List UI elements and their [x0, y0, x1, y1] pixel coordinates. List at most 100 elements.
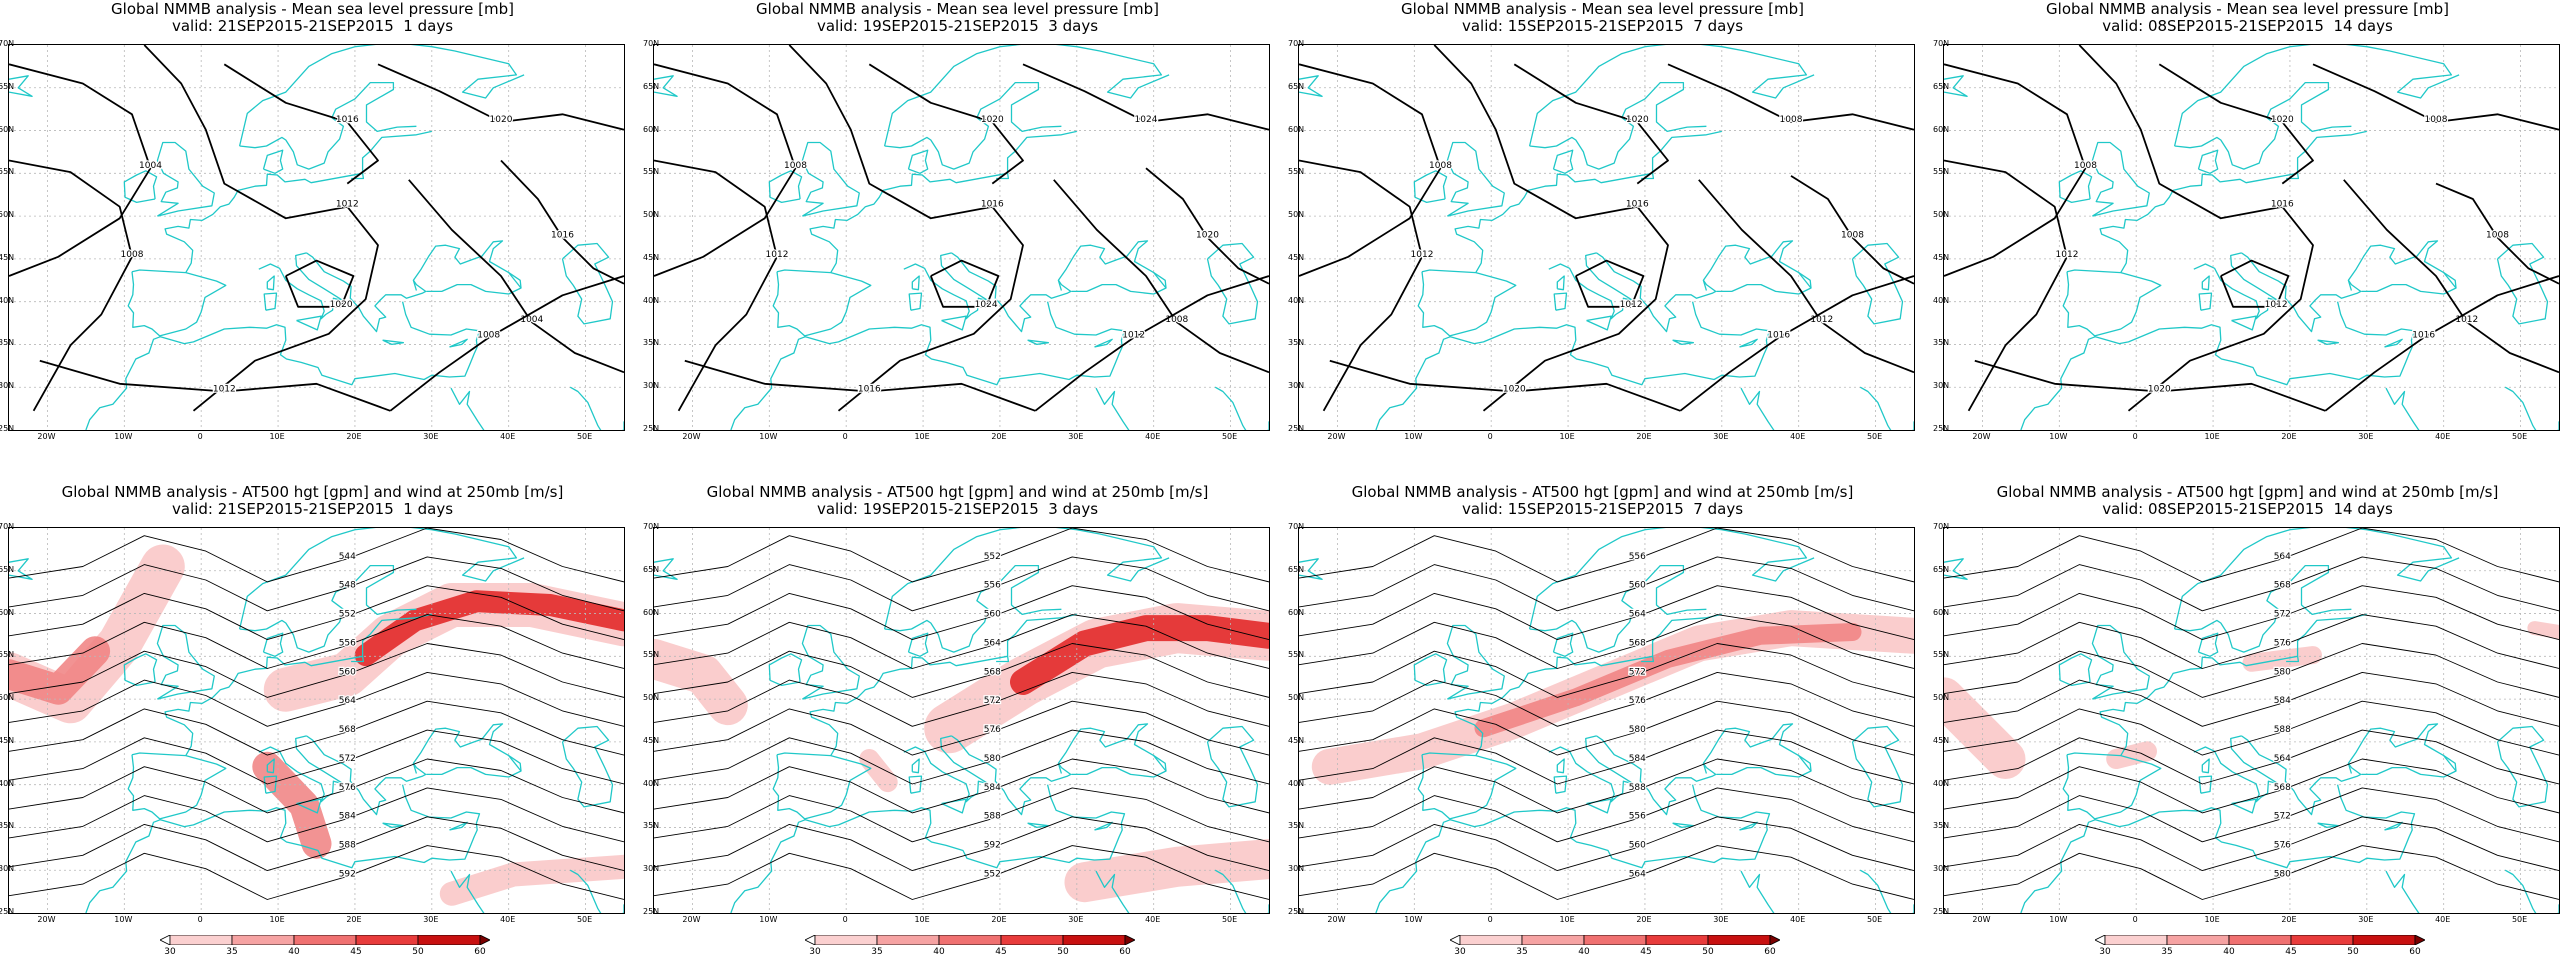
coastline	[951, 240, 1167, 333]
coastline	[123, 653, 158, 687]
latitude-label: 25N	[1288, 907, 1305, 916]
latitude-label: 25N	[1933, 424, 1950, 433]
height-contour	[1944, 614, 2559, 669]
contour-label: 576	[339, 783, 356, 793]
longitude-label: 50E	[1221, 432, 1238, 441]
longitude-label: 40E	[500, 432, 516, 441]
coastline	[2286, 656, 2300, 663]
longitude-label: 20E	[991, 432, 1007, 441]
latitude-label: 45N	[1933, 252, 1950, 262]
coastline	[1057, 763, 1063, 774]
isobar	[223, 63, 379, 185]
height-contour	[9, 729, 624, 785]
coastline	[1446, 624, 1505, 700]
coastline	[654, 558, 678, 580]
colorbar-swatch	[1000, 935, 1064, 945]
coastline	[2504, 869, 2559, 913]
height-contour	[1944, 556, 2559, 612]
latitude-label: 70N	[643, 522, 660, 531]
map-panel-p1: Global NMMB analysis - Mean sea level pr…	[0, 0, 625, 470]
latitude-label: 65N	[1288, 81, 1305, 91]
contour-label: 552	[339, 610, 356, 620]
longitude-label: 20E	[1636, 432, 1652, 441]
height-contour	[9, 556, 624, 612]
contour-label: 1008	[477, 331, 500, 341]
coastline	[801, 624, 860, 700]
panel-subtitle: valid: 21SEP2015-21SEP2015 1 days	[171, 500, 454, 518]
coastline	[2201, 758, 2210, 774]
coastline	[1548, 735, 1635, 803]
contour-label: 588	[2274, 725, 2291, 735]
height-contour	[1944, 787, 2559, 843]
latitude-label: 45N	[0, 735, 15, 745]
longitude-label: 20W	[37, 915, 56, 924]
latitude-label: 55N	[1933, 167, 1950, 177]
latitude-label: 45N	[0, 252, 15, 262]
longitude-label: 10W	[759, 432, 778, 441]
isobar	[1513, 63, 1669, 185]
colorbar-tick-label: 40	[933, 947, 945, 957]
latitude-label: 50N	[0, 693, 15, 703]
colorbar-tick-label: 60	[1764, 947, 1776, 957]
colorbar-swatch	[876, 935, 940, 945]
coastline	[1094, 338, 1113, 348]
coastline	[412, 763, 418, 774]
latitude-label: 25N	[1933, 907, 1950, 916]
contour-label: 560	[1629, 841, 1646, 851]
colorbar-swatch	[417, 935, 481, 945]
contour-label: 588	[339, 841, 356, 851]
latitude-label: 50N	[643, 210, 660, 220]
latitude-label: 30N	[0, 381, 15, 391]
height-contour	[654, 816, 1269, 872]
coastline	[127, 269, 227, 337]
contour-label: 568	[1629, 638, 1646, 648]
colorbar-tick-label: 50	[2347, 947, 2359, 957]
height-contour	[1944, 729, 2559, 785]
coastline	[164, 130, 432, 273]
wind-colorbar	[160, 935, 490, 945]
coastline	[85, 784, 481, 913]
contour-label: 1008	[2425, 115, 2448, 125]
wind-speed-shading	[439, 854, 624, 906]
coastline	[1552, 149, 1574, 174]
coastline	[1798, 755, 1812, 772]
latitude-label: 55N	[643, 650, 660, 660]
latitude-label: 40N	[1933, 778, 1950, 788]
coastline	[239, 81, 417, 170]
colorbar-tick-label: 60	[1119, 947, 1131, 957]
coastline	[2317, 822, 2340, 829]
coastline	[1057, 280, 1063, 291]
colorbar-tick-label: 45	[2285, 947, 2297, 957]
longitude-label: 10E	[914, 915, 930, 924]
contour-label: 544	[339, 552, 356, 562]
latitude-label: 45N	[1933, 735, 1950, 745]
coastline	[382, 339, 405, 346]
coastline	[1027, 822, 1050, 829]
longitude-label: 10W	[2049, 915, 2068, 924]
coastline	[2198, 292, 2213, 311]
coastline	[1672, 339, 1695, 346]
isobar	[1145, 167, 1269, 285]
coastline	[884, 564, 1062, 653]
colorbar-tick-label: 30	[2099, 947, 2111, 957]
coastline	[2443, 755, 2457, 772]
map-canvas: 1008 1012 1016 1020 1008 1012 1016 1020 1008 1012	[1943, 44, 2560, 431]
longitude-label: 30E	[423, 915, 439, 924]
isobar	[9, 159, 133, 412]
height-contour	[654, 585, 1269, 641]
coastline	[2347, 763, 2353, 774]
contour-label: 560	[1629, 581, 1646, 591]
latitude-label: 55N	[1933, 650, 1950, 660]
colorbar-swatch	[1645, 935, 1709, 945]
panel-title: Global NMMB analysis - Mean sea level pr…	[2046, 0, 2449, 18]
map-canvas: 1008 1012 1016 1020 1024 1008 1012 1016 1020 1024	[653, 44, 1270, 431]
height-contour	[9, 758, 624, 814]
height-contour	[1299, 816, 1914, 872]
contour-label: 1016	[1767, 331, 1790, 341]
wind-speed-shading	[1064, 839, 1269, 903]
contour-label: 1020	[330, 300, 353, 310]
contour-label: 584	[1629, 754, 1646, 764]
height-contour	[1299, 758, 1914, 814]
coastline	[951, 723, 1167, 816]
